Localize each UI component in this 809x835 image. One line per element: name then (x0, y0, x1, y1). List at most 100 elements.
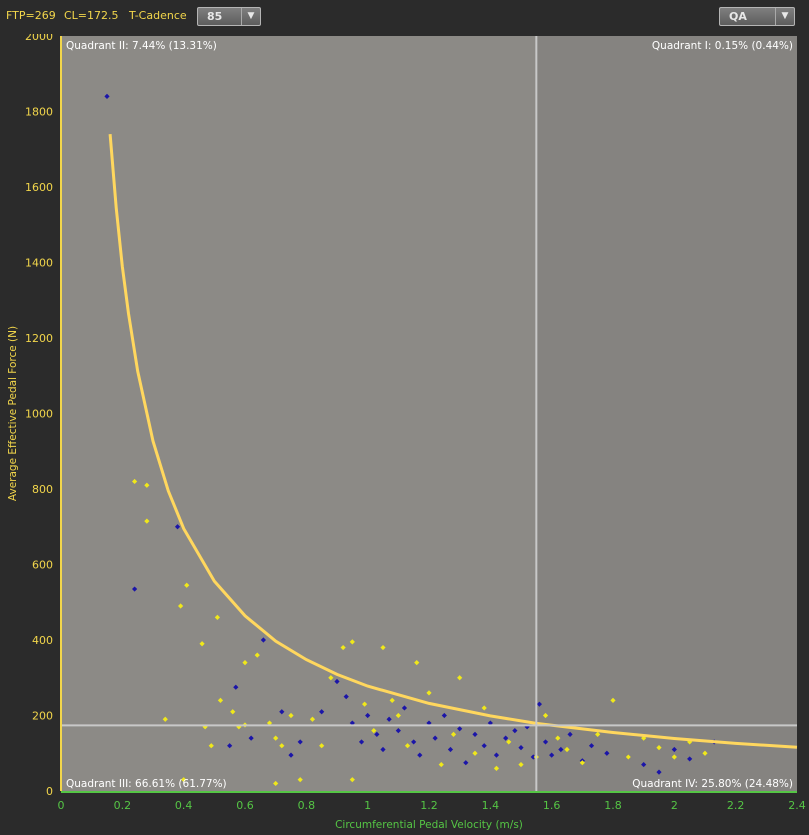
data-point-blue (374, 731, 380, 737)
y-tick-label: 200 (32, 710, 53, 723)
data-point-blue (518, 744, 524, 751)
data-point-blue (319, 709, 325, 715)
data-point-yellow (404, 743, 411, 749)
data-point-blue (656, 769, 662, 775)
data-point-blue (248, 735, 254, 741)
plot-background-left (61, 36, 537, 791)
y-axis-title: Average Effective Pedal Force (N) (7, 326, 19, 501)
data-point-yellow (426, 690, 432, 696)
data-point-yellow (555, 735, 561, 741)
ftp-readout: FTP=269 (6, 9, 56, 22)
x-tick-label: 1.8 (604, 799, 622, 812)
quadrant-i-label: Quadrant I: 0.15% (0.44%) (652, 40, 793, 52)
plot-background-right (536, 36, 797, 791)
data-point-yellow (450, 731, 457, 737)
x-tick-label: 0.6 (236, 799, 254, 812)
data-point-blue (567, 731, 573, 737)
data-point-yellow (671, 754, 677, 760)
y-tick-label: 800 (32, 483, 53, 496)
data-point-yellow (309, 716, 316, 722)
data-point-blue (558, 746, 564, 753)
points-layer (104, 93, 717, 787)
tcadence-value: 85 (207, 10, 223, 23)
data-point-yellow (202, 724, 208, 730)
data-point-yellow (132, 478, 138, 485)
data-point-blue (227, 743, 233, 749)
chevron-down-icon[interactable]: ▼ (241, 8, 260, 25)
data-point-yellow (493, 765, 500, 771)
data-point-blue (401, 705, 408, 711)
data-point-blue (604, 750, 610, 756)
data-point-yellow (217, 697, 224, 703)
data-point-blue (334, 678, 340, 685)
y-tick-label: 0 (46, 785, 53, 798)
data-point-blue (671, 746, 677, 753)
data-point-yellow (288, 712, 294, 719)
y-tick-label: 1800 (25, 106, 53, 119)
data-point-blue (432, 735, 438, 741)
data-point-yellow (144, 518, 150, 524)
x-tick-label: 1.6 (543, 799, 561, 812)
data-point-yellow (144, 482, 150, 488)
y-tick-label: 1400 (25, 257, 53, 270)
data-point-yellow (297, 777, 303, 783)
data-point-yellow (242, 660, 248, 666)
data-point-blue (380, 746, 386, 753)
data-point-blue (687, 756, 693, 762)
data-point-blue (174, 524, 181, 530)
y-tick-label: 400 (32, 634, 53, 647)
data-point-blue (358, 739, 365, 745)
data-point-yellow (184, 582, 190, 588)
data-point-yellow (506, 739, 512, 745)
data-point-yellow (380, 644, 386, 651)
data-point-blue (349, 720, 355, 726)
tcadence-dropdown[interactable]: 85 ▼ (197, 7, 261, 26)
data-point-blue (524, 724, 530, 730)
data-point-yellow (349, 777, 355, 783)
cl-readout: CL=172.5 (64, 9, 119, 22)
mode-dropdown[interactable]: QA ▼ (719, 7, 795, 26)
data-point-blue (279, 709, 285, 715)
y-tick-label: 600 (32, 559, 53, 572)
data-point-yellow (162, 716, 168, 722)
data-point-yellow (610, 697, 616, 703)
x-tick-label: 0.4 (175, 799, 193, 812)
data-point-blue (447, 746, 454, 753)
data-point-yellow (208, 743, 214, 749)
chevron-down-icon[interactable]: ▼ (775, 8, 794, 25)
data-point-blue (104, 93, 110, 99)
data-point-blue (536, 701, 542, 707)
data-point-yellow (362, 701, 368, 707)
data-point-yellow (230, 709, 236, 715)
data-point-yellow (236, 724, 242, 730)
data-point-blue (343, 694, 349, 700)
data-point-yellow (564, 746, 570, 753)
data-point-blue (588, 743, 595, 749)
data-point-blue (297, 739, 303, 745)
data-point-blue (512, 728, 518, 734)
y-tick-label: 1600 (25, 181, 53, 194)
data-point-blue (395, 728, 401, 734)
data-point-yellow (273, 780, 279, 787)
data-point-yellow (481, 705, 487, 711)
data-point-blue (417, 752, 423, 758)
data-point-yellow (641, 735, 647, 741)
data-point-yellow (266, 720, 273, 726)
data-point-blue (441, 712, 447, 719)
data-point-yellow (595, 731, 601, 737)
mode-value: QA (729, 10, 747, 23)
data-point-yellow (656, 744, 662, 751)
data-point-blue (549, 752, 555, 758)
x-tick-label: 1.2 (420, 799, 438, 812)
data-point-blue (411, 739, 417, 745)
data-point-yellow (199, 641, 205, 647)
data-point-blue (472, 731, 478, 737)
data-point-yellow (328, 675, 334, 681)
x-tick-label: 2 (671, 799, 678, 812)
data-point-blue (463, 760, 469, 766)
x-tick-label: 0 (58, 799, 65, 812)
data-point-yellow (579, 760, 585, 766)
x-tick-labels: 0 0.2 0.4 0.6 0.8 1 1.2 1.4 1.6 1.8 2 2.2 2.4 (58, 799, 806, 812)
